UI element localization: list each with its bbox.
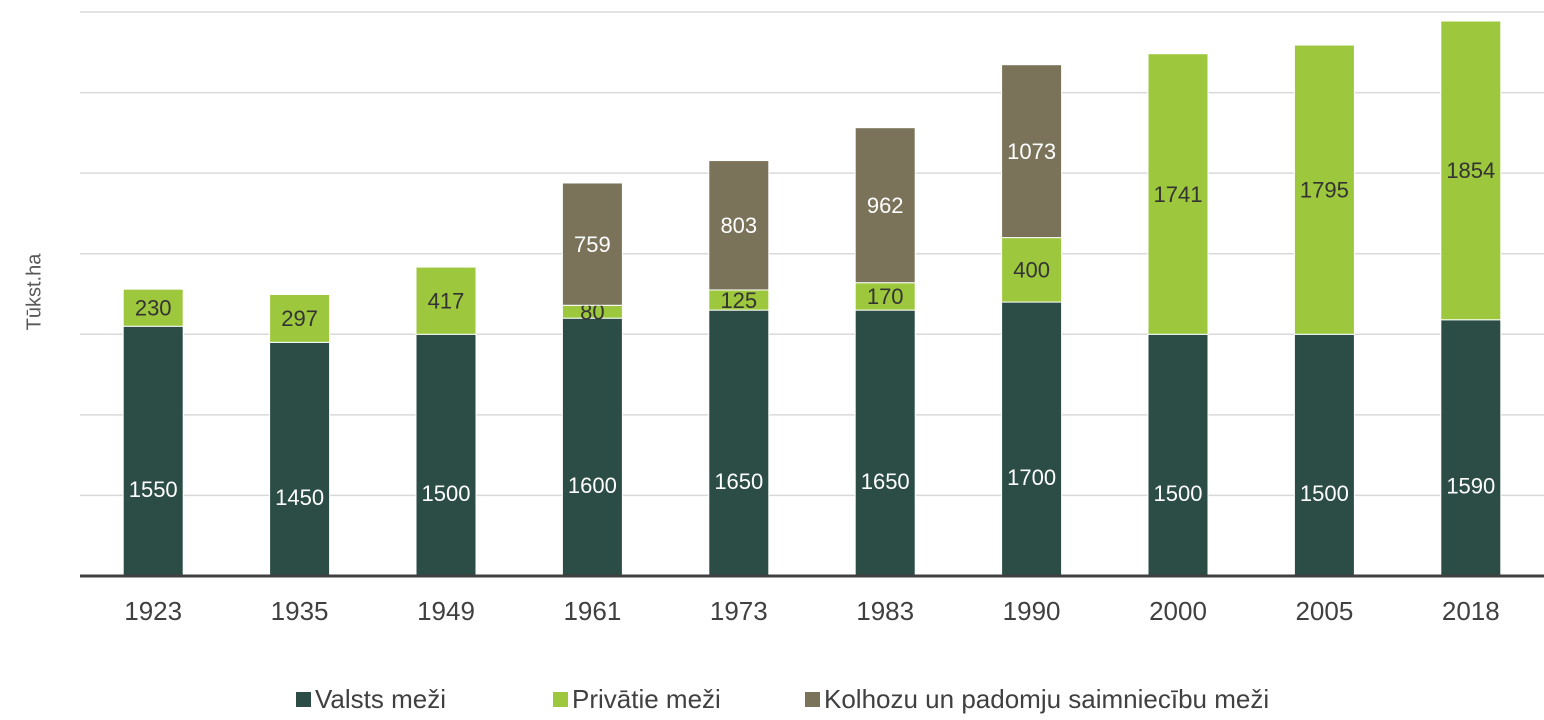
- data-label: 1650: [714, 469, 763, 494]
- bar-segment: [561, 182, 623, 306]
- x-tick-label: 1983: [856, 596, 914, 626]
- data-label: 417: [428, 288, 465, 313]
- bar-segment: [1440, 20, 1502, 321]
- bar-segment: [1147, 53, 1209, 335]
- bar-segment: [122, 325, 184, 577]
- data-label: 962: [867, 193, 904, 218]
- bar-segment: [1147, 333, 1209, 577]
- data-label: 1590: [1446, 474, 1495, 499]
- bar-segment: [1293, 333, 1355, 577]
- data-label: 170: [867, 284, 904, 309]
- bar-segment: [269, 293, 331, 343]
- bar-segment: [708, 309, 770, 577]
- bar-segment: [415, 333, 477, 577]
- x-tick-label: 1961: [563, 596, 621, 626]
- bar-segment: [708, 160, 770, 291]
- legend-swatch: [805, 692, 820, 707]
- data-label: 230: [135, 296, 172, 321]
- data-label: 400: [1013, 258, 1050, 283]
- legend-swatch: [296, 692, 311, 707]
- bar-segment: [854, 309, 916, 577]
- data-label: 1500: [1154, 481, 1203, 506]
- bar-segment: [1001, 64, 1063, 239]
- data-label: 1700: [1007, 465, 1056, 490]
- bar-segment: [854, 282, 916, 311]
- data-label: 1600: [568, 473, 617, 498]
- bar-segment: [122, 288, 184, 327]
- bar-segment: [1440, 319, 1502, 577]
- bar-segment: [1001, 301, 1063, 577]
- x-tick-label: 2018: [1442, 596, 1500, 626]
- bar-segment: [1293, 44, 1355, 335]
- bar-segment: [415, 266, 477, 335]
- data-label: 1073: [1007, 139, 1056, 164]
- x-tick-label: 1949: [417, 596, 475, 626]
- x-tick-label: 2005: [1295, 596, 1353, 626]
- data-label: 1795: [1300, 177, 1349, 202]
- data-label: 297: [281, 306, 318, 331]
- bar-segment: [1001, 237, 1063, 303]
- x-tick-label: 1990: [1003, 596, 1061, 626]
- bar-segment: [561, 317, 623, 577]
- bar-segment: [854, 127, 916, 284]
- legend-label: Privātie meži: [572, 684, 721, 714]
- y-axis-label: Tūkst.ha: [23, 253, 45, 331]
- data-label: 1854: [1446, 158, 1495, 183]
- data-label: 125: [720, 288, 757, 313]
- x-tick-label: 1935: [271, 596, 329, 626]
- data-label: 1550: [129, 477, 178, 502]
- x-tick-label: 1973: [710, 596, 768, 626]
- data-label: 1741: [1154, 182, 1203, 207]
- legend-label: Kolhozu un padomju saimniecību meži: [824, 684, 1269, 714]
- bar-segment: [269, 341, 331, 577]
- data-label: 803: [720, 213, 757, 238]
- data-label: 1500: [1300, 481, 1349, 506]
- legend-label: Valsts meži: [315, 684, 446, 714]
- data-label: 759: [574, 232, 611, 257]
- x-tick-label: 1923: [124, 596, 182, 626]
- legend-swatch: [553, 692, 568, 707]
- data-label: 1450: [275, 485, 324, 510]
- data-label: 1500: [422, 481, 471, 506]
- x-tick-label: 2000: [1149, 596, 1207, 626]
- data-label: 1650: [861, 469, 910, 494]
